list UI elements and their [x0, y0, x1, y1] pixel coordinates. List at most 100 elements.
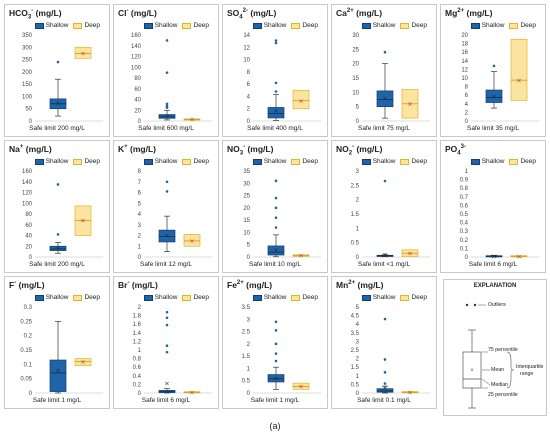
chart-panel: 0 20 40 60 80 100 120 140 160 × × Na+ (mg/L) Shallow… [4, 140, 110, 273]
safe-limit-label: Safe limit 6 mg/L [468, 261, 518, 268]
chart-title: NO2- (mg/L) [336, 144, 382, 157]
y-tick-label: 1.6 [133, 322, 142, 328]
y-tick-label: 8 [247, 70, 251, 76]
y-tick-label: 10 [243, 230, 250, 236]
legend-deep-label: Deep [84, 158, 100, 165]
ion-charge: 2+ [457, 8, 465, 15]
box-plot: 0 1 2 3 4 5 6 7 8 × × [138, 169, 212, 261]
y-tick-label: 10 [461, 76, 468, 82]
legend-deep-swatch [73, 158, 83, 165]
y-tick-label: 2 [465, 110, 469, 116]
ion-charge: - [126, 8, 129, 15]
y-tick-label: 1.5 [351, 212, 360, 218]
shallow-box [267, 107, 285, 119]
y-tick-label: 5 [356, 105, 360, 111]
chart-title: Cl- (mg/L) [118, 8, 157, 18]
y-tick-label: 5 [138, 201, 142, 207]
shallow-outlier-point [383, 50, 387, 54]
y-tick-label: 140 [131, 44, 142, 50]
y-tick-label: 0 [29, 119, 33, 125]
y-tick-label: 0 [138, 255, 142, 261]
y-tick-label: 20 [243, 206, 250, 212]
y-tick-label: 1 [465, 169, 469, 175]
ion-symbol: Mn [336, 280, 349, 290]
y-tick-label: 4.5 [351, 314, 360, 320]
legend-shallow-swatch [143, 294, 153, 301]
shallow-mean-marker: × [164, 232, 169, 240]
unit-label: (mg/L) [354, 144, 383, 154]
legend-deep-label: Deep [411, 22, 427, 29]
safe-limit-label: Safe limit 35 mg/L [466, 125, 520, 132]
y-tick-label: 40 [25, 234, 32, 240]
ion-symbol: Mg [445, 8, 458, 18]
y-tick-label: 15 [352, 76, 359, 82]
y-tick-label: 200 [22, 70, 33, 76]
deep-mean-marker: × [407, 388, 412, 396]
chart-title: Br- (mg/L) [118, 280, 158, 290]
shallow-outlier-point [383, 371, 387, 374]
y-tick-label: 1 [138, 244, 142, 250]
legend-shallow-label: Shallow [372, 294, 396, 301]
legend-deep-label: Deep [302, 294, 318, 301]
legend-outlier-dot [473, 303, 477, 307]
shallow-outlier-point [274, 359, 278, 363]
y-tick-label: 20 [134, 108, 141, 114]
shallow-box [376, 388, 394, 393]
shallow-mean-marker: × [273, 107, 278, 115]
shallow-mean-marker: × [382, 250, 387, 258]
y-tick-label: 150 [22, 82, 33, 88]
safe-limit-label: Safe limit 75 mg/L [357, 125, 411, 132]
y-tick-label: 0.4 [133, 374, 142, 380]
y-tick-label: 0.3 [460, 229, 469, 235]
safe-limit-label: Safe limit 1 mg/L [32, 397, 82, 404]
legend-shallow-swatch [34, 158, 44, 165]
legend-shallow-label: Shallow [154, 22, 178, 29]
box-plot: 0 0.05 0.1 0.15 0.2 0.25 0.3 × × [20, 305, 103, 397]
safe-limit-label: Safe limit 400 mg/L [247, 125, 303, 132]
y-tick-label: 160 [22, 169, 33, 175]
legend-shallow-swatch [470, 22, 480, 29]
p25-label: 25 percentile [488, 392, 518, 398]
unit-label: (mg/L) [128, 8, 157, 18]
legend-deep-swatch [291, 294, 301, 301]
ion-charge: - [14, 280, 17, 287]
chart-panel: 0 5 10 15 20 25 30 35 × × NO3- (mg/L) Shallow Deep Sa… [222, 140, 328, 273]
deep-mean-marker: × [80, 50, 85, 58]
deep-mean-marker: × [516, 76, 521, 84]
explanation-title: EXPLANATION [473, 283, 517, 289]
chart-legend: Shallow Deep [34, 294, 103, 301]
safe-limit-label: Safe limit 0.1 mg/L [357, 397, 411, 404]
shallow-outlier-point [274, 196, 278, 200]
legend-deep-label: Deep [193, 294, 209, 301]
ion-subscript: 2 [348, 150, 353, 157]
shallow-mean-marker: × [55, 366, 60, 374]
shallow-outlier-point [274, 352, 278, 355]
legend-shallow-swatch [34, 294, 44, 301]
y-tick-label: 4 [138, 212, 142, 218]
y-tick-label: 2.5 [351, 183, 360, 189]
chart-title: NO3- (mg/L) [227, 144, 273, 157]
chart-panel: 0 2 4 6 8 10 12 14 × × SO42- (mg/L) Shallow Deep Safe… [222, 4, 328, 137]
y-tick-label: 0 [465, 255, 469, 261]
shallow-outlier-point [165, 344, 169, 347]
ion-symbol: Ca [336, 8, 347, 18]
mean-label: Mean [491, 367, 504, 373]
y-tick-label: 0.1 [460, 246, 469, 252]
ion-charge: 2- [242, 8, 248, 15]
safe-limit-label: Safe limit 200 mg/L [29, 125, 85, 132]
legend-shallow-label: Shallow [263, 158, 287, 165]
legend-shallow-label: Shallow [372, 22, 396, 29]
y-tick-label: 0 [138, 391, 142, 397]
deep-mean-marker: × [80, 217, 85, 225]
y-tick-label: 5 [356, 305, 360, 311]
y-tick-label: 0.6 [460, 203, 469, 209]
legend-shallow-swatch [143, 22, 153, 29]
y-tick-label: 3.5 [242, 305, 251, 311]
shallow-box [49, 245, 67, 251]
y-tick-label: 3 [356, 339, 360, 345]
shallow-outlier-point [56, 233, 60, 236]
y-tick-label: 6 [465, 93, 469, 99]
y-tick-label: 6 [247, 82, 251, 88]
y-tick-label: 100 [22, 94, 33, 100]
ion-charge: 2+ [348, 280, 356, 287]
